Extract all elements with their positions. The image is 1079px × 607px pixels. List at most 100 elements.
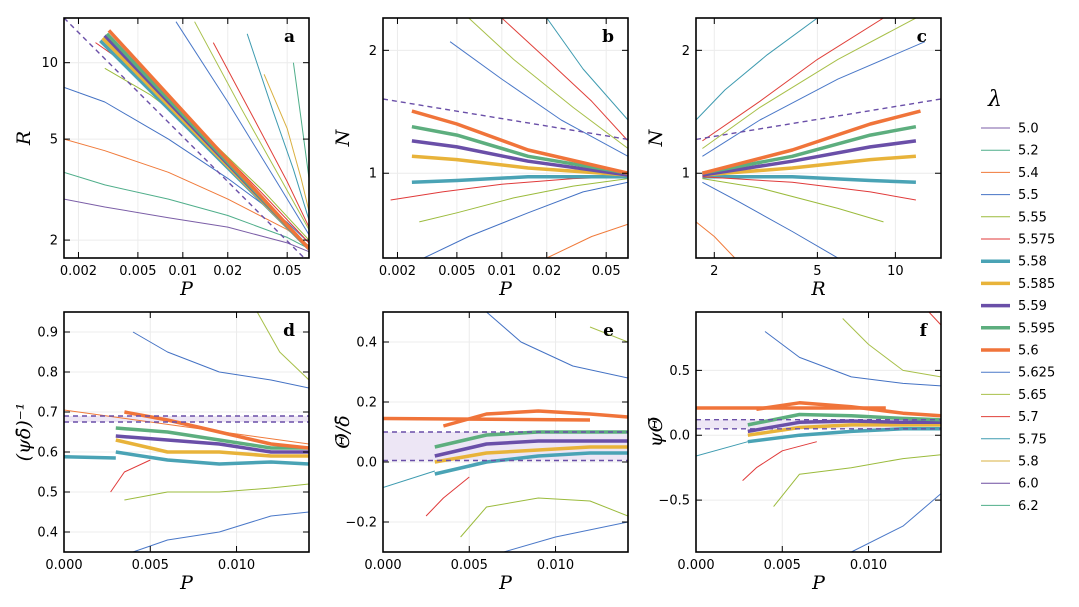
series-line-5.65 — [468, 18, 628, 149]
y-tick-label: 0.4 — [356, 336, 377, 351]
series-line-5.58 — [64, 455, 116, 460]
y-tick-label: 5 — [50, 133, 58, 148]
y-tick-label: 10 — [41, 56, 58, 71]
series-line-5.4 — [546, 223, 628, 258]
series-line-5.58 — [702, 175, 916, 185]
series-line-5.75 — [696, 441, 748, 457]
series-line-5.625 — [851, 493, 941, 552]
series-line-5.7 — [501, 18, 628, 142]
panel-c: 2 5 10 1 2 R Nc — [645, 17, 942, 300]
series-line-5.2 — [64, 171, 309, 250]
y-axis-label: ψΘ̄ — [645, 416, 667, 447]
y-tick-label: 0.0 — [669, 429, 690, 444]
series-line-5.5 — [486, 312, 628, 379]
x-tick-label: 0.010 — [850, 558, 887, 573]
x-axis-label: P — [179, 278, 194, 300]
x-tick-label: 0.002 — [379, 264, 416, 279]
x-tick-label: 0.05 — [592, 264, 621, 279]
axes-frame — [695, 17, 942, 259]
series-line-5.59 — [115, 434, 309, 454]
x-tick-label: 0.010 — [218, 558, 255, 573]
confidence-band — [64, 416, 309, 422]
series-line-5.7 — [702, 18, 884, 142]
series-line-5.585 — [702, 154, 917, 177]
x-tick-label: 0.010 — [537, 558, 574, 573]
series-line-5.6 — [701, 109, 921, 175]
panel-a: 0.002 0.005 0.01 0.02 0.05 2 5 10 P Ra — [13, 17, 310, 300]
y-tick-label: 0.0 — [356, 456, 377, 471]
series-line-6.2 — [292, 62, 309, 179]
legend-label: 5.55 — [1018, 210, 1047, 225]
y-axis-label: Θ̄/δ̄ — [332, 415, 354, 448]
legend-label: 5.65 — [1018, 388, 1047, 403]
panel-letter: a — [284, 27, 295, 47]
x-tick-label: 5 — [813, 264, 821, 279]
x-tick-label: 0.01 — [168, 264, 197, 279]
series-line-5.75 — [546, 18, 628, 121]
series-line-5.4 — [64, 409, 309, 445]
legend-label: 5.585 — [1018, 277, 1055, 292]
legend-label: 5.58 — [1018, 255, 1047, 270]
plot-area — [64, 312, 309, 552]
x-tick-label: 0.002 — [60, 264, 97, 279]
y-tick-label: 0.5 — [37, 486, 58, 501]
legend: λ 5.0 5.2 5.4 5.5 5.55 5.575 5.58 5.585 5.59 5.595… — [981, 87, 1055, 514]
series-line-5.55 — [773, 454, 941, 507]
series-line-5.575 — [425, 476, 470, 517]
y-tick-label: 0.9 — [37, 326, 58, 341]
axes-frame — [382, 311, 629, 553]
x-tick-label: 0.000 — [677, 558, 714, 573]
legend-label: 5.595 — [1018, 321, 1055, 336]
series-line-5.625 — [175, 21, 309, 235]
series-line-5.4 — [696, 221, 736, 258]
series-line-5.5 — [764, 331, 941, 387]
x-tick-label: 0.005 — [119, 264, 156, 279]
x-tick-label: 0.01 — [487, 264, 516, 279]
x-tick-label: 0.005 — [438, 264, 475, 279]
x-tick-label: 0.000 — [45, 558, 82, 573]
legend-label: 5.4 — [1018, 166, 1039, 181]
series-line-5.7 — [212, 42, 309, 228]
series-line-5.59 — [411, 139, 628, 177]
legend-label: 5.5 — [1018, 188, 1039, 203]
legend-label: 5.8 — [1018, 455, 1039, 470]
x-axis-label: R — [810, 278, 825, 300]
legend-label: 6.0 — [1018, 477, 1039, 492]
panel-d: 0.000 0.005 0.010 0.4 0.5 0.6 0.7 0.8 0.9 P (ψδ̄)⁻… — [13, 311, 310, 594]
series-line-5.0 — [64, 198, 309, 253]
series-line-5.6 — [756, 401, 941, 418]
series-line-5.59 — [434, 439, 628, 458]
series-line-5.585 — [411, 154, 628, 177]
confidence-band — [696, 419, 941, 429]
panel-letter: b — [602, 27, 614, 47]
x-tick-label: 0.05 — [273, 264, 302, 279]
series-line-5.625 — [702, 41, 926, 157]
series-line-5.5 — [132, 331, 309, 389]
series-line-5.5 — [64, 86, 309, 244]
y-axis-label: N — [645, 128, 667, 147]
y-tick-label: −0.2 — [345, 516, 377, 531]
series-line-5.55 — [124, 483, 309, 501]
series-line-5.58 — [411, 175, 628, 185]
legend-label: 5.6 — [1018, 344, 1039, 359]
series-line-5.6 — [383, 416, 591, 422]
series-line-5.585 — [747, 423, 941, 437]
x-tick-label: 10 — [887, 264, 904, 279]
y-tick-label: 1 — [682, 167, 690, 182]
series-line-5.6 — [124, 410, 309, 450]
axes-frame — [695, 311, 942, 553]
series-line-5.58 — [115, 450, 309, 466]
y-tick-label: 0.2 — [356, 396, 377, 411]
legend-label: 6.2 — [1018, 499, 1039, 514]
x-tick-label: 0.02 — [532, 264, 561, 279]
y-tick-label: 2 — [50, 234, 58, 249]
series-line-5.625 — [503, 521, 628, 552]
y-tick-label: 0.4 — [37, 526, 58, 541]
series-line-5.595 — [747, 412, 941, 427]
panel-letter: c — [917, 27, 927, 47]
series-line-5.5 — [702, 181, 839, 258]
series-line-5.595 — [702, 124, 917, 175]
y-tick-label: 1 — [369, 167, 377, 182]
series-line-5.575 — [742, 441, 817, 481]
dashed-reference-line — [383, 98, 628, 141]
